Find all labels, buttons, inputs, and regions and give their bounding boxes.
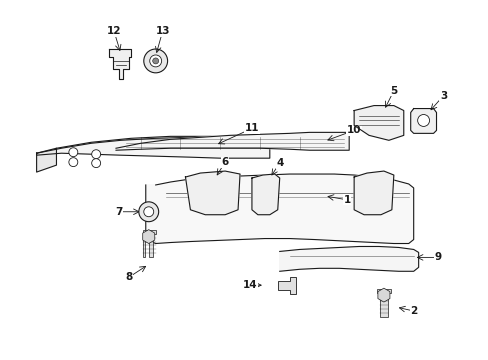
- Circle shape: [69, 158, 78, 167]
- Text: 5: 5: [389, 86, 397, 96]
- Polygon shape: [142, 230, 154, 243]
- Circle shape: [143, 207, 153, 217]
- Polygon shape: [279, 247, 418, 271]
- Text: 12: 12: [106, 26, 121, 36]
- Text: 4: 4: [275, 158, 283, 168]
- Text: 14: 14: [242, 280, 257, 290]
- Circle shape: [417, 114, 428, 126]
- Polygon shape: [251, 174, 279, 215]
- Circle shape: [92, 150, 101, 159]
- Polygon shape: [142, 230, 155, 257]
- Polygon shape: [116, 132, 348, 150]
- Polygon shape: [377, 288, 389, 302]
- Polygon shape: [185, 171, 240, 215]
- Polygon shape: [353, 105, 403, 140]
- Text: 13: 13: [155, 26, 169, 36]
- Polygon shape: [376, 289, 390, 317]
- Polygon shape: [410, 109, 436, 133]
- Polygon shape: [353, 171, 393, 215]
- Text: 8: 8: [125, 272, 132, 282]
- Polygon shape: [37, 137, 269, 158]
- Text: 7: 7: [115, 207, 122, 217]
- Text: 2: 2: [409, 306, 416, 316]
- Text: 9: 9: [434, 252, 441, 262]
- Circle shape: [139, 202, 158, 222]
- Text: 10: 10: [346, 125, 361, 135]
- Polygon shape: [37, 148, 56, 172]
- Circle shape: [92, 159, 101, 168]
- Circle shape: [152, 58, 158, 64]
- Polygon shape: [277, 277, 295, 294]
- Circle shape: [143, 49, 167, 73]
- Text: 1: 1: [343, 195, 350, 205]
- Circle shape: [149, 55, 162, 67]
- Text: 11: 11: [244, 123, 259, 134]
- Polygon shape: [109, 49, 131, 79]
- Text: 3: 3: [439, 91, 446, 101]
- Circle shape: [69, 148, 78, 157]
- Polygon shape: [145, 174, 413, 243]
- Text: 6: 6: [221, 157, 228, 167]
